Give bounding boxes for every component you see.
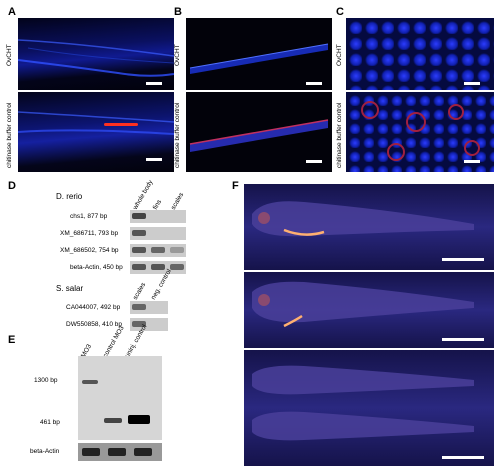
- panel-f-image-1: [244, 184, 494, 270]
- gel-row: [130, 301, 168, 314]
- panel-a-bottom-image: [18, 92, 174, 172]
- panel-d-letter: D: [8, 180, 16, 192]
- d-row-label: XM_686502, 754 bp: [60, 247, 119, 254]
- gel-actin: [78, 443, 162, 461]
- larva-3: [244, 350, 494, 466]
- scale-bar: [442, 456, 484, 459]
- panel-c-bottom-image: [346, 92, 494, 172]
- panel-b-letter: B: [174, 6, 182, 18]
- gel-row: [130, 261, 186, 274]
- label-chitinase-a: chitinase buffer control: [6, 103, 13, 168]
- panel-b-top-image: [186, 18, 332, 90]
- scale-bar: [442, 338, 484, 341]
- f-label-mo3: MO3: [234, 390, 241, 404]
- d-row-label: chs1, 877 bp: [70, 213, 107, 220]
- panel-c-letter: C: [336, 6, 344, 18]
- gel-image: [78, 356, 162, 440]
- e-marker-1300: 1300 bp: [34, 377, 58, 384]
- gel-row: [130, 227, 186, 240]
- scale-bar: [442, 258, 484, 261]
- scale-bar: [146, 82, 162, 85]
- label-chitinase-c: chitinase buffer control: [336, 103, 343, 168]
- larva-2: [244, 272, 494, 348]
- panel-f-image-3: [244, 350, 494, 466]
- panel-f-image-2: [244, 272, 494, 348]
- d-col-whole-body: whole body: [132, 179, 155, 211]
- d-row-label: DW550858, 410 bp: [66, 321, 122, 328]
- signal-streak: [104, 123, 138, 126]
- d-row-label: CA044007, 492 bp: [66, 304, 120, 311]
- scale-bar: [464, 160, 480, 163]
- panel-b-bottom-image: [186, 92, 332, 172]
- e-actin-label: beta-Actin: [30, 448, 59, 455]
- fin-outline-top: [18, 18, 174, 90]
- d-species-1: D. rerio: [56, 192, 82, 201]
- d-row-label: beta-Actin, 450 bp: [70, 264, 123, 271]
- label-ovcht-c: OvCHT: [336, 44, 343, 66]
- e-marker-461: 461 bp: [40, 419, 60, 426]
- scale-bar: [306, 160, 322, 163]
- scale-bar: [306, 82, 322, 85]
- panel-f-letter: F: [232, 180, 239, 192]
- gel-row: [130, 244, 186, 257]
- panel-a-letter: A: [8, 6, 16, 18]
- label-ovcht-a: OvCHT: [6, 44, 13, 66]
- panel-e-letter: E: [8, 334, 15, 346]
- label-ovcht-b: OvCHT: [174, 44, 181, 66]
- gel-row: [130, 210, 186, 223]
- d-row-label: XM_686711, 793 bp: [60, 230, 118, 237]
- e-col-control-mo3: control MO3: [102, 325, 126, 359]
- d-col-scales: scales: [170, 192, 185, 211]
- f-label-uninjected: uninjected control: [234, 219, 241, 270]
- panel-a-top-image: [18, 18, 174, 90]
- scale-bar: [146, 158, 162, 161]
- d-species-2: S. salar: [56, 284, 83, 293]
- gel-row: [130, 318, 168, 331]
- label-chitinase-b: chitinase buffer control: [174, 103, 181, 168]
- d-col-scales-2: scales: [132, 282, 147, 301]
- scale-bar: [464, 82, 480, 85]
- f-label-control-mo3: control MO3: [234, 305, 241, 340]
- tissue-strip-top: [186, 18, 332, 90]
- panel-c-top-image: [346, 18, 494, 90]
